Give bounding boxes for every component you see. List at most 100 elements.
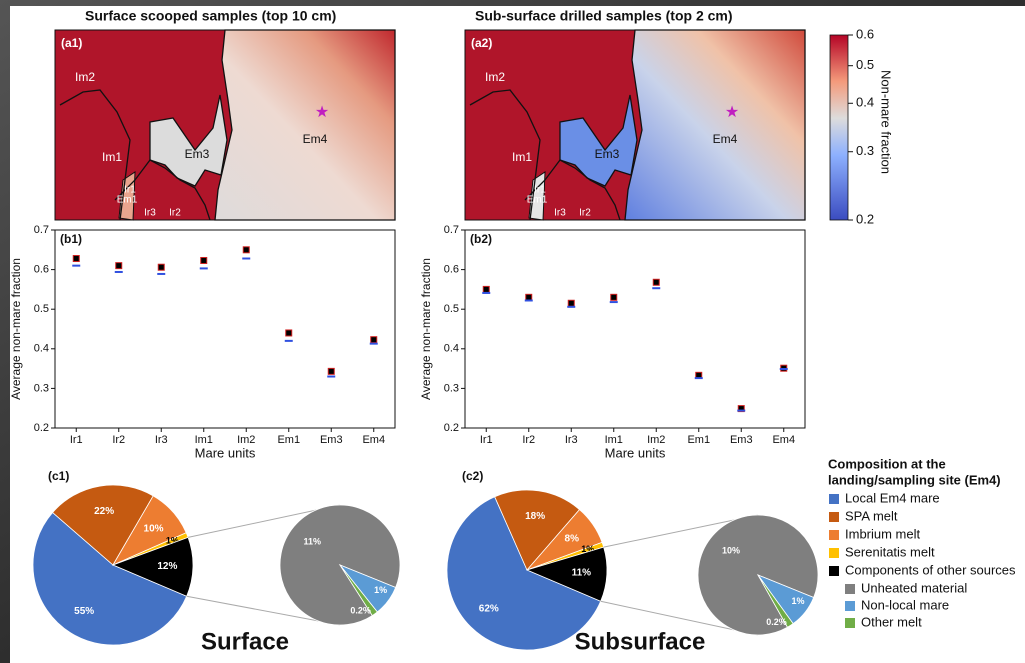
- slice-label: 10%: [144, 523, 164, 534]
- slice-label: 55%: [74, 606, 94, 617]
- panel-label: (b1): [60, 232, 82, 246]
- map-label: Em4: [713, 132, 738, 146]
- x-tick-label: Im2: [647, 434, 665, 446]
- map-label: Em3: [595, 147, 620, 161]
- site-star: ★: [725, 104, 739, 121]
- data-point: [526, 294, 532, 300]
- sub-slice-label: 10%: [722, 546, 740, 556]
- colorbar-tick-label: 0.3: [856, 143, 874, 158]
- plot-frame: [55, 230, 395, 428]
- legend-entry: Components of other sources: [845, 562, 1016, 577]
- data-point: [286, 330, 292, 336]
- slice-label: 18%: [525, 511, 545, 522]
- pie-caption: Surface: [201, 628, 289, 655]
- map-label: Ir3: [554, 208, 566, 219]
- legend-swatch: [845, 584, 855, 594]
- panel-label: (c1): [48, 469, 69, 483]
- data-point: [611, 294, 617, 300]
- y-tick-label: 0.7: [444, 224, 459, 236]
- y-tick-label: 0.4: [444, 343, 459, 355]
- x-tick-label: Em4: [772, 434, 795, 446]
- data-point: [568, 300, 574, 306]
- map-label: Em4: [303, 132, 328, 146]
- data-point: [243, 247, 249, 253]
- x-tick-label: Im1: [195, 434, 213, 446]
- y-tick-label: 0.2: [444, 422, 459, 434]
- map-label: Ir3: [144, 208, 156, 219]
- sub-slice-label: 0.2%: [766, 617, 787, 627]
- x-tick-label: Ir2: [112, 434, 125, 446]
- map-label: Im2: [485, 70, 505, 84]
- panel-label: (a2): [471, 36, 492, 50]
- y-axis-label: Average non-mare fraction: [9, 258, 23, 400]
- y-tick-label: 0.6: [444, 264, 459, 276]
- map-label: Em1: [117, 195, 138, 206]
- colorbar-tick-label: 0.2: [856, 211, 874, 226]
- sub-slice-label: 1%: [792, 596, 805, 606]
- legend-entry: Local Em4 mare: [845, 490, 940, 505]
- x-tick-label: Ir3: [155, 434, 168, 446]
- map-label: Im1: [512, 150, 532, 164]
- panel-label: (a1): [61, 36, 82, 50]
- figure: Surface scooped samples (top 10 cm)(a1) I…: [0, 0, 1025, 663]
- x-tick-label: Ir1: [70, 434, 83, 446]
- map-label: Em1: [527, 195, 548, 206]
- x-tick-label: Im2: [237, 434, 255, 446]
- legend-swatch: [829, 548, 839, 558]
- sub-slice-label: 11%: [304, 536, 322, 546]
- pie-caption: Subsurface: [575, 628, 706, 655]
- panel-label: (c2): [462, 469, 483, 483]
- y-tick-label: 0.7: [34, 224, 49, 236]
- x-tick-label: Ir2: [522, 434, 535, 446]
- data-point: [116, 263, 122, 269]
- x-tick-label: Ir1: [480, 434, 493, 446]
- legend-title: Composition at the: [828, 456, 946, 471]
- x-tick-label: Im1: [605, 434, 623, 446]
- data-point: [483, 286, 489, 292]
- y-tick-label: 0.3: [444, 382, 459, 394]
- region-em4: [215, 30, 395, 220]
- slice-label: 62%: [479, 603, 499, 614]
- legend-swatch: [845, 618, 855, 628]
- y-tick-label: 0.3: [34, 382, 49, 394]
- x-tick-label: Em4: [362, 434, 385, 446]
- x-tick-label: Ir3: [565, 434, 578, 446]
- map-label: Ir2: [579, 208, 591, 219]
- map-label: Em3: [185, 147, 210, 161]
- data-point: [653, 279, 659, 285]
- map-title: Surface scooped samples (top 10 cm): [85, 8, 336, 24]
- sub-slice-label: 1%: [374, 585, 387, 595]
- legend-title: landing/sampling site (Em4): [828, 472, 1001, 487]
- panel-label: (b2): [470, 232, 492, 246]
- data-point: [73, 256, 79, 262]
- data-point: [371, 337, 377, 343]
- legend-swatch: [829, 530, 839, 540]
- map-label: Ir2: [169, 208, 181, 219]
- legend-swatch: [845, 601, 855, 611]
- legend-entry: Other melt: [861, 614, 922, 629]
- y-tick-label: 0.2: [34, 422, 49, 434]
- data-point: [328, 368, 334, 374]
- map-label: Im1: [102, 150, 122, 164]
- y-tick-label: 0.5: [34, 303, 49, 315]
- x-axis-label: Mare units: [195, 445, 256, 460]
- map-label: Im2: [75, 70, 95, 84]
- slice-label: 11%: [572, 568, 592, 579]
- slice-label: 12%: [157, 561, 177, 572]
- site-star: ★: [315, 104, 329, 121]
- data-point: [201, 257, 207, 263]
- map-title: Sub-surface drilled samples (top 2 cm): [475, 8, 733, 24]
- x-tick-label: Em3: [320, 434, 343, 446]
- slice-label: 22%: [94, 506, 114, 517]
- legend-entry: Imbrium melt: [845, 526, 921, 541]
- legend-entry: SPA melt: [845, 508, 898, 523]
- colorbar-tick-label: 0.6: [856, 26, 874, 41]
- y-tick-label: 0.5: [444, 303, 459, 315]
- legend-swatch: [829, 494, 839, 504]
- legend-swatch: [829, 566, 839, 576]
- legend-entry: Non-local mare: [861, 597, 949, 612]
- legend-entry: Unheated material: [861, 580, 967, 595]
- colorbar-tick-label: 0.4: [856, 95, 874, 110]
- sub-slice-label: 0.2%: [350, 605, 371, 615]
- colorbar-tick-label: 0.5: [856, 57, 874, 72]
